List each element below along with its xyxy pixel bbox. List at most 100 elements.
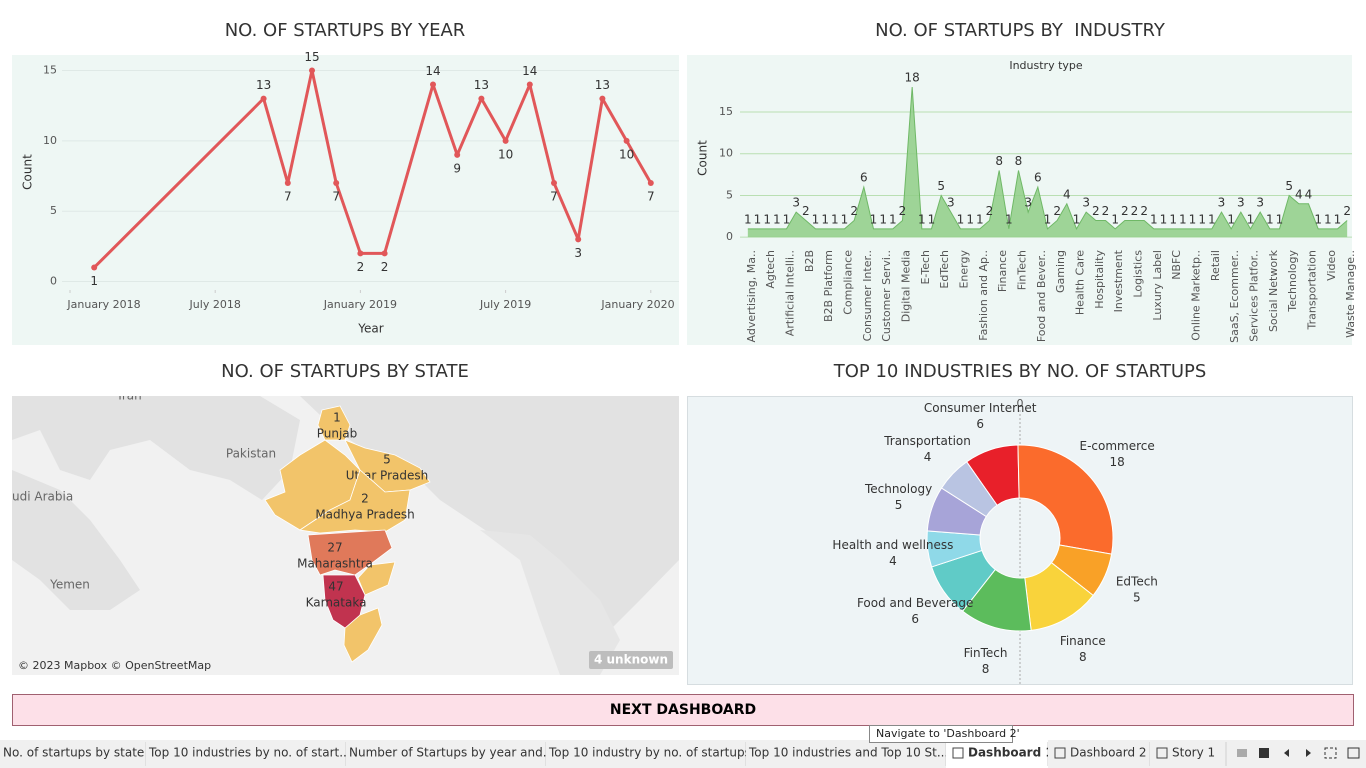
state-name: Punjab [317,427,358,441]
tab-label[interactable]: Dashboard 1 [968,746,1054,760]
data-label: 18 [905,71,920,85]
icon[interactable] [1237,749,1247,757]
y-tick-label: 5 [726,188,733,201]
tab-label[interactable]: Top 10 industries and Top 10 St... [748,746,948,760]
data-label: 2 [986,204,994,218]
slice-value: 6 [976,417,984,431]
y-tick-label: 15 [43,63,57,76]
icon[interactable] [1259,748,1269,758]
tab-label[interactable]: Top 10 industries by no. of start... [148,746,351,760]
x-tick-label: January 2018 [66,298,140,311]
tab-label[interactable]: Story 1 [1172,746,1215,760]
point [309,67,315,74]
data-label: 1 [889,212,897,226]
data-label: 1 [783,212,791,226]
x-tick-label: Agtech [764,250,777,289]
icon[interactable] [1284,749,1289,757]
data-label: 3 [1256,196,1264,210]
x-tick-label: Artificial Intelli.. [784,250,797,336]
data-label: 1 [1276,212,1284,226]
icon[interactable] [1306,749,1311,757]
x-tick-label: E-Tech [919,250,932,285]
icon[interactable] [1324,747,1337,759]
x-tick-label: Waste Manage.. [1344,250,1357,338]
pie-slice [1017,444,1114,555]
point [623,137,630,144]
tab-label[interactable]: Number of Startups by year and... [349,746,554,760]
x-tick-label: Technology [1286,250,1299,313]
data-label: 1 [90,274,98,288]
data-label: 1 [773,212,781,226]
slice-label: Transportation [883,434,971,448]
tabs: No. of startups by state Top 10 industrie… [0,740,1227,768]
state [343,607,383,663]
data-label: 15 [304,50,319,64]
area-line [747,86,1348,230]
unknown-badge[interactable] [589,651,673,669]
state-name: Madhya Pradesh [315,508,414,522]
point [381,250,388,257]
point [91,264,98,271]
x-tick-label: January 2019 [323,298,397,311]
data-label: 13 [595,78,610,92]
button-label[interactable]: NEXT DASHBOARD [610,702,756,718]
line-panel [12,55,679,345]
pie-slice [940,461,998,518]
data-label: 1 [1314,212,1322,226]
x-tick-label: Online Marketp.. [1190,250,1203,341]
x-tick-label: Luxury Label [1151,250,1164,321]
y-tick-label: 10 [43,134,57,147]
data-label: 1 [1160,212,1168,226]
data-label: 4 [1305,187,1313,201]
data-label: 1 [1005,212,1013,226]
data-label: 1 [1266,212,1274,226]
data-label: 8 [995,154,1003,168]
slice-value: 6 [911,612,919,626]
data-label: 13 [256,78,271,92]
point [551,180,557,187]
slice-label: Technology [864,482,932,496]
slice-label: Health and wellness [832,538,953,552]
slice-label: EdTech [1116,575,1158,589]
tab[interactable] [546,740,746,768]
point [430,81,436,88]
y-axis-title: Count [21,154,35,190]
attribution: © 2023 Mapbox © OpenStreetMap [18,659,211,672]
point [526,81,533,88]
tab-label[interactable]: No. of startups by state [3,746,144,760]
point [333,180,340,187]
x-tick-label: Hospitality [1093,250,1106,309]
next-dashboard-button[interactable] [12,694,1354,726]
state [357,561,396,596]
x-tick-label: Food and Bever.. [1035,250,1048,342]
tab[interactable] [146,740,346,768]
tab-label[interactable]: Dashboard 2 [1070,746,1147,760]
data-label: 8 [1015,154,1023,168]
data-label: 3 [1082,196,1090,210]
x-tick-label: B2B [803,250,816,272]
tab[interactable] [346,740,546,768]
tab[interactable] [1150,740,1226,768]
tooltip-text: Navigate to 'Dashboard 2' [876,727,1020,740]
data-label: 1 [831,212,839,226]
icon[interactable] [1347,747,1360,759]
data-label: 1 [1073,212,1081,226]
tab[interactable] [746,740,946,768]
chart-title: NO. OF STARTUPS BY YEAR [225,20,466,41]
data-label: 5 [937,179,945,193]
unknown-label[interactable]: 4 unknown [594,653,668,667]
tab-label[interactable]: Top 10 industry by no. of startups [548,746,751,760]
tab[interactable] [0,740,146,768]
x-tick-label: Investment [1112,249,1125,312]
tooltip [869,725,1013,743]
tab-icon [1054,747,1066,759]
state [298,469,411,534]
data-label: 1 [966,212,974,226]
x-tick-label: Gaming [1054,250,1067,293]
x-tick-label: FinTech [1016,250,1029,290]
x-tick-label: Logistics [1132,250,1145,298]
data-label: 2 [1131,204,1139,218]
tab-icon [952,747,964,759]
